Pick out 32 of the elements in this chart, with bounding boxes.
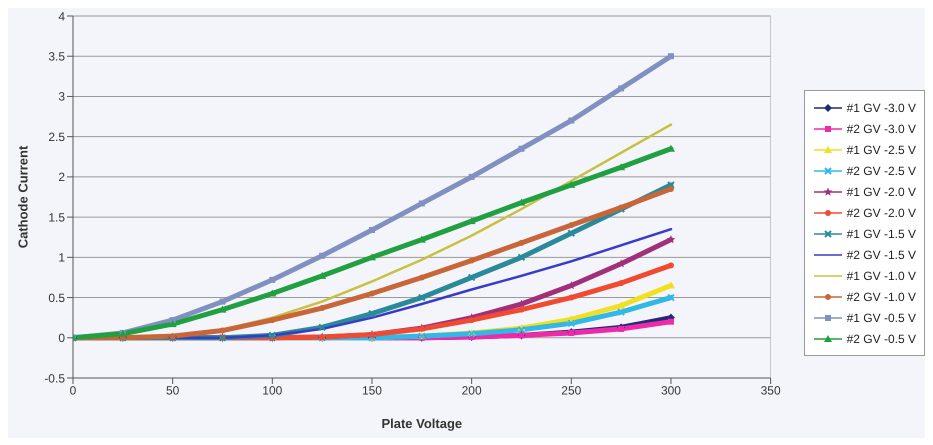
legend-label: #2 GV -0.5 V bbox=[846, 332, 916, 346]
y-tick-label: 1.5 bbox=[48, 210, 66, 224]
legend-label: #1 GV -0.5 V bbox=[846, 310, 916, 324]
legend-label: #2 GV -1.5 V bbox=[846, 248, 916, 262]
legend-label: #1 GV -1.0 V bbox=[846, 268, 916, 282]
y-axis-title: Cathode Current bbox=[16, 145, 31, 248]
legend-label: #1 GV -3.0 V bbox=[846, 100, 916, 114]
y-tick-label: 3 bbox=[58, 90, 66, 104]
legend-label: #2 GV -1.0 V bbox=[846, 290, 916, 304]
x-tick-label: 100 bbox=[262, 384, 283, 398]
legend-label: #1 GV -2.5 V bbox=[846, 142, 916, 156]
y-tick-label: 1 bbox=[58, 250, 66, 265]
legend-label: #2 GV -2.0 V bbox=[846, 206, 916, 220]
legend-label: #2 GV -2.5 V bbox=[846, 164, 916, 178]
y-tick-label: 2 bbox=[58, 170, 66, 184]
y-tick-label: 4 bbox=[58, 9, 66, 24]
y-tick-label: 2.5 bbox=[48, 130, 66, 144]
legend-label: #1 GV -2.0 V bbox=[846, 184, 916, 198]
x-tick-label: 150 bbox=[362, 384, 382, 398]
y-tick-label: 3.5 bbox=[48, 49, 66, 64]
x-tick-label: 350 bbox=[760, 384, 781, 398]
y-tick-label: 0 bbox=[58, 331, 66, 346]
y-tick-label: 0.5 bbox=[48, 290, 66, 305]
x-tick-label: 300 bbox=[660, 384, 682, 398]
x-tick-label: 200 bbox=[462, 384, 482, 398]
x-tick-label: 50 bbox=[166, 384, 180, 398]
x-axis-title: Plate Voltage bbox=[381, 416, 462, 431]
legend-label: #1 GV -1.5 V bbox=[846, 226, 916, 240]
y-tick-label: -0.5 bbox=[44, 371, 66, 386]
x-tick-label: 0 bbox=[70, 384, 77, 398]
legend-label: #2 GV -3.0 V bbox=[846, 122, 916, 136]
x-tick-label: 250 bbox=[561, 384, 582, 398]
